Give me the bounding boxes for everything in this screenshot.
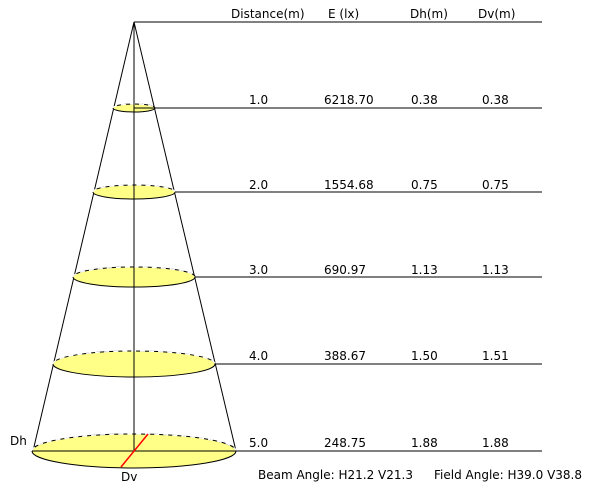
dv-label: Dv (121, 470, 137, 484)
cone-right-edge (133, 21, 237, 452)
row-3-illuminance: 690.97 (324, 263, 366, 277)
beam-angle-text: Beam Angle: H21.2 V21.3 (258, 468, 413, 482)
row-5-dv: 1.88 (482, 436, 509, 450)
header-dv: Dv(m) (478, 7, 515, 21)
row-1-dh: 0.38 (411, 93, 438, 107)
row-1-distance: 1.0 (249, 93, 268, 107)
row-3-dh: 1.13 (411, 263, 438, 277)
dh-label: Dh (10, 434, 27, 448)
row-4-dh: 1.50 (411, 349, 438, 363)
row-1-illuminance: 6218.70 (324, 93, 374, 107)
row-2-illuminance: 1554.68 (324, 178, 374, 192)
row-5-illuminance: 248.75 (324, 436, 366, 450)
header-dh: Dh(m) (410, 7, 448, 21)
dv-line (120, 433, 149, 468)
header-illuminance: E (lx) (328, 7, 359, 21)
row-3-dv: 1.13 (482, 263, 509, 277)
row-4-distance: 4.0 (249, 349, 268, 363)
row-5-distance: 5.0 (249, 436, 268, 450)
row-2-dh: 0.75 (411, 178, 438, 192)
row-4-illuminance: 388.67 (324, 349, 366, 363)
row-3-distance: 3.0 (249, 263, 268, 277)
row-5-dh: 1.88 (411, 436, 438, 450)
row-2-dv: 0.75 (482, 178, 509, 192)
cone-left-edge (32, 21, 135, 452)
row-4-dv: 1.51 (482, 349, 509, 363)
header-distance: Distance(m) (231, 7, 305, 21)
row-2-distance: 2.0 (249, 178, 268, 192)
row-1-dv: 0.38 (482, 93, 509, 107)
field-angle-text: Field Angle: H39.0 V38.8 (434, 468, 582, 482)
